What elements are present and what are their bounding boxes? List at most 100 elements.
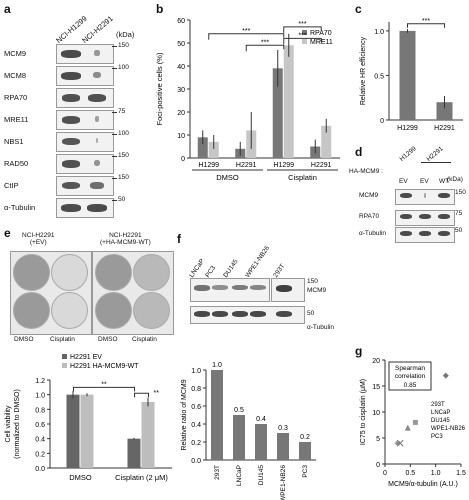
g-xtick-label-2: 1.0 [431,470,441,477]
dish-0-0-0 [13,254,50,291]
g-ylabel: IC75 to cisplatin (μM) [360,379,367,445]
f-band-mcm9-1 [212,285,228,290]
b-group-1: Cisplatin [288,173,317,182]
dish-1-1-0 [95,292,132,329]
c-bar-1 [436,102,453,120]
e-ylabel-1: (normalized to DMSO) [14,389,21,459]
g-ytick-label-0: 0 [376,462,380,469]
d-band-0-2 [437,193,451,198]
f-value-label-2: 0.4 [256,416,266,423]
d-marker-2: 50 [455,227,463,234]
band-6-0 [62,182,80,190]
b-ytick-label-1: 10 [177,133,185,140]
f-xtick-1: LNCaP [236,465,243,486]
g-annotation-title-0: Spearman [395,365,425,372]
blot-strip-6 [56,176,114,196]
marker-tick-1 [112,68,117,69]
b-sig-1: *** [261,39,269,46]
panel-label-g: g [355,344,363,358]
foci-positive-chart: 0 10 20 30 40 50 60 Foci-positive cells (%) H129… [155,18,340,182]
f-lane-3: WPE1-NB26 [244,244,272,279]
g-ytick-label-2: 10 [372,410,380,417]
f-lane-1: PC3 [204,264,218,279]
b-bar-RPA70-0 [197,137,208,158]
e-ytick-label-0: 0.0 [35,466,45,473]
panel-label-b: b [156,2,164,16]
g-xtick-label-0: 0 [383,470,387,477]
e-bar-1-1 [141,402,155,468]
dish-label-cis-wt: Cisplatin [132,336,157,343]
dish-label-cis-ev: Cisplatin [50,336,75,343]
header-h2291: H2291 [425,145,445,163]
g-legend-2: DU145 [431,418,450,424]
marker-6: 150 [118,174,129,181]
f-value-label-0: 1.0 [212,362,222,369]
band-5-0 [61,160,81,168]
b-xtick-1: H2291 [236,162,257,169]
band-0-1 [94,50,100,56]
b-sig-bracket-1 [245,44,285,52]
b-sig-2: *** [298,21,306,28]
panel-label-a: a [4,2,11,16]
f-xtick-0: 293T [214,465,221,480]
band-3-0 [61,116,81,124]
d-marker-0: 150 [455,189,466,196]
e-ytick-label-6: 1.2 [35,378,45,385]
marker-4: 100 [118,130,129,137]
blot-label-3: MRE11 [4,115,29,124]
e-ytick-label-3: 0.6 [35,422,45,429]
blot-label-0: MCM9 [4,49,27,58]
b-xtick-0: H1299 [198,162,219,169]
panel-e-dishes: NCI-H2291 (+EV) NCI-H2291 (+HA-MCM9-WT) … [0,226,176,346]
ic75-scatter-chart: 0 5 10 15 20 0 0.5 1.0 1.5 MCM9/α-tubulin (A.U.) I… [360,358,466,488]
e-ytick-label-5: 1.0 [35,393,45,400]
marker-tick-3 [112,112,117,113]
e-ylabel-0: Cell viability [5,405,12,442]
dish-1-0-1 [133,254,170,291]
g-point-293T [442,372,449,379]
c-ytick-label-1: 0.5 [374,73,384,80]
g-point-PC3 [394,440,401,447]
b-bar-MRE11-3 [321,125,332,158]
h2291-bracket [421,162,451,163]
f-band-tub-1 [212,311,228,317]
blot-strip-7 [56,198,114,218]
g-legend-0: 293T [431,402,445,408]
c-sig-bracket [407,23,445,28]
f-xtick-2: DU145 [258,465,265,486]
f-ytick-label-1: 0.2 [191,440,201,447]
panel-a-blot: NCI-H1299 NCI-H2291 (kDa) MCM9 150 MCM8 100… [0,0,150,220]
cell-viability-chart: 0.0 0.2 0.4 0.6 0.8 1.0 1.2 Cell viability (norm… [5,354,172,482]
panel-label-e: e [4,226,11,240]
b-xtick-2: H1299 [273,162,294,169]
e-legend-0: H2291 EV [70,354,102,361]
marker-1: 100 [118,64,129,71]
blot-strip-5 [56,154,114,174]
b-ytick-label-6: 60 [177,18,185,25]
f-band-tub-2 [232,311,248,317]
b-legend-0: RPA70 [310,30,332,37]
b-legend-swatch-1 [302,39,307,44]
g-point-LNCaP [412,419,418,425]
d-band-1-1 [418,214,432,219]
b-ytick-label-3: 30 [177,87,185,94]
lane-wt: WT [439,178,450,185]
f-label-mcm9: MCM9 [307,287,327,294]
e-legend-1: H2291 HA-MCM9-WT [70,363,139,370]
marker-5: 150 [118,152,129,159]
g-xtick-label-1: 0.5 [405,470,415,477]
blot-label-6: CtIP [4,181,19,190]
c-ytick-label-0: 0 [380,118,384,125]
dish-0-1-1 [51,292,88,329]
f-bar-1 [233,415,245,460]
blot-label-1: MCM8 [4,71,27,80]
b-ytick-label-0: 0 [181,156,185,163]
band-4-1 [95,138,99,144]
c-bar-0 [399,30,416,121]
c-xtick-0: H1299 [397,125,418,132]
band-4-0 [62,138,80,146]
e-ytick-label-2: 0.4 [35,437,45,444]
marker-tick-6 [112,178,117,179]
d-band-0-0 [399,193,413,198]
e-xtick-1: Cisplatin (2 μM) [115,473,168,482]
